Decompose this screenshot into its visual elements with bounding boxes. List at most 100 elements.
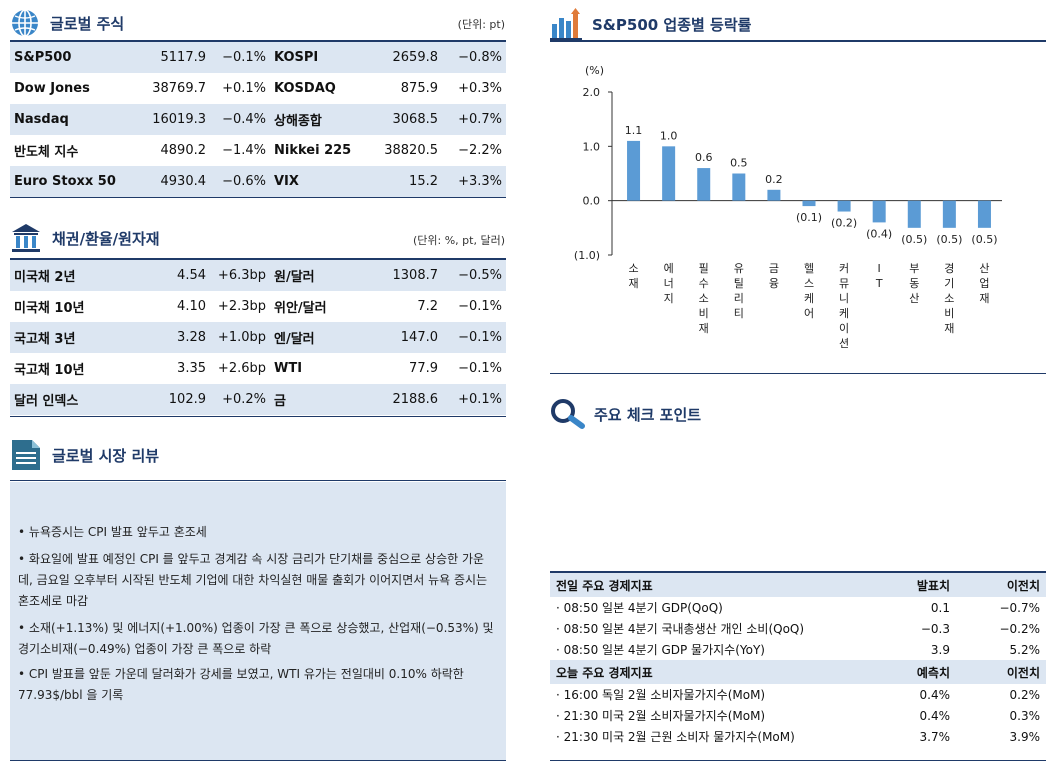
row-change: −0.1% (458, 361, 502, 376)
bar-value-label: (0.5) (936, 233, 962, 246)
bar (837, 200, 851, 212)
row-name: 원/달러 (270, 260, 374, 291)
bonds-header: 채권/환율/원자재 (10, 222, 160, 254)
row-name: S&P500 (10, 42, 138, 73)
row-change: +2.6bp (217, 361, 266, 376)
review-bullet: • CPI 발표를 앞둔 가운데 달러화가 강세를 보였고, WTI 유가는 전… (18, 667, 464, 702)
eco-label: · 08:50 일본 4분기 GDP(QoQ) (556, 601, 723, 615)
row-value: 38769.7 (152, 81, 206, 96)
table-row: Nasdaq 16019.3 −0.4% 상해종합 3068.5 +0.7% (10, 104, 506, 135)
row-change: −0.6% (210, 166, 270, 197)
bonds-table: 미국채 2년 4.54 +6.3bp 원/달러 1308.7 −0.5% 미국채 10년 4.… (10, 260, 506, 415)
eco-prev-value: 3.9% (1009, 729, 1041, 744)
checkpoint-title: 주요 체크 포인트 (594, 405, 702, 424)
sector-bottom-rule (550, 373, 1046, 374)
sector-title: S&P500 업종별 등락률 (592, 15, 752, 34)
eco-prev-col2: 이전치 (956, 573, 1046, 597)
magnifier-icon (550, 398, 586, 430)
bar-value-label: 0.2 (765, 173, 783, 186)
row-value: 102.9 (138, 384, 210, 415)
eco-prev-value: 0.2% (1009, 687, 1041, 702)
review-title: 글로벌 시장 리뷰 (52, 446, 160, 465)
bar-value-label: 1.1 (625, 124, 643, 137)
eco-prev-value: 0.3% (1009, 708, 1041, 723)
row-name: WTI (274, 361, 303, 376)
globe-icon (10, 8, 40, 38)
row-value: 3068.5 (374, 104, 442, 135)
row-value: 2188.6 (374, 384, 442, 415)
eco-table: 전일 주요 경제지표 발표치 이전치 · 08:50 일본 4분기 GDP(Qo… (550, 573, 1046, 747)
eco-label: · 08:50 일본 4분기 GDP 물가지수(YoY) (556, 643, 765, 657)
bonds-top-rule (10, 258, 506, 260)
row-value: 5117.9 (138, 42, 210, 73)
review-bullet: • 소재(+1.13%) 및 에너지(+1.00%) 업종이 가장 큰 폭으로 … (18, 621, 494, 656)
row-name: 미국채 10년 (14, 301, 85, 316)
eco-row: · 08:50 일본 4분기 GDP(QoQ) 0.1 −0.7% (550, 597, 1046, 618)
row-value: 15.2 (374, 166, 442, 197)
equity-unit: (단위: pt) (457, 18, 505, 31)
row-value: 77.9 (409, 361, 438, 376)
row-value: 3.28 (138, 322, 210, 353)
eco-value: 3.7% (919, 729, 951, 744)
review-top-rule (10, 480, 506, 481)
table-row: 미국채 10년 4.10 +2.3bp 위안/달러 7.2 −0.1% (10, 291, 506, 322)
eco-row: · 21:30 미국 2월 소비자물가지수(MoM) 0.4% 0.3% (550, 705, 1046, 726)
row-name: 엔/달러 (270, 322, 374, 353)
y-tick-label: (1.0) (574, 249, 600, 262)
row-name: 달러 인덱스 (10, 384, 138, 415)
table-row: 국고채 10년 3.35 +2.6bp WTI 77.9 −0.1% (10, 353, 506, 384)
bar-value-label: 0.5 (730, 157, 748, 170)
y-unit-label: (%) (585, 64, 604, 77)
bar (977, 200, 991, 228)
row-value: 7.2 (417, 299, 438, 314)
equity-title: 글로벌 주식 (50, 14, 125, 33)
review-box (10, 482, 506, 760)
row-change: −1.4% (222, 143, 266, 158)
eco-top-rule (550, 571, 1046, 573)
document-icon (10, 438, 42, 472)
row-value: 2659.8 (374, 42, 442, 73)
equity-bottom-rule (10, 197, 506, 198)
bar (662, 146, 676, 201)
checkpoint-header: 주요 체크 포인트 (550, 398, 701, 430)
row-change: +0.3% (458, 81, 502, 96)
row-change: −2.2% (458, 143, 502, 158)
row-value: 1308.7 (374, 260, 442, 291)
bar-value-label: (0.4) (866, 227, 892, 240)
row-change: +2.3bp (217, 299, 266, 314)
eco-row: · 08:50 일본 4분기 GDP 물가지수(YoY) 3.9 5.2% (550, 639, 1046, 660)
eco-label: · 08:50 일본 4분기 국내총생산 개인 소비(QoQ) (556, 622, 805, 636)
row-value: 4930.4 (138, 166, 210, 197)
y-tick-label: 2.0 (583, 86, 601, 99)
y-tick-label: 1.0 (583, 140, 601, 153)
row-name: 국고채 10년 (14, 363, 85, 378)
row-value: 4.10 (177, 299, 206, 314)
eco-today-header-row: 오늘 주요 경제지표 예측치 이전치 (550, 660, 1046, 684)
equity-top-rule (10, 40, 506, 42)
row-name: KOSPI (270, 42, 374, 73)
table-row: 국고채 3년 3.28 +1.0bp 엔/달러 147.0 −0.1% (10, 322, 506, 353)
row-name: Euro Stoxx 50 (10, 166, 138, 197)
bar-chart-icon (550, 8, 582, 40)
sector-top-rule (550, 40, 1046, 42)
review-header: 글로벌 시장 리뷰 (10, 438, 159, 472)
row-name: Dow Jones (14, 81, 90, 96)
row-change: +0.7% (442, 104, 506, 135)
eco-prev-header-row: 전일 주요 경제지표 발표치 이전치 (550, 573, 1046, 597)
row-change: +0.1% (222, 81, 266, 96)
table-row: Euro Stoxx 50 4930.4 −0.6% VIX 15.2 +3.3% (10, 166, 506, 197)
eco-prev-header: 전일 주요 경제지표 (550, 573, 866, 597)
row-name: KOSDAQ (274, 81, 336, 96)
bar (732, 173, 746, 201)
y-tick-label: 0.0 (583, 195, 601, 208)
row-value: 875.9 (400, 81, 438, 96)
row-name: 국고채 3년 (10, 322, 138, 353)
bar (802, 200, 816, 207)
row-change: +0.1% (442, 384, 506, 415)
bar-value-label: 0.6 (695, 151, 713, 164)
